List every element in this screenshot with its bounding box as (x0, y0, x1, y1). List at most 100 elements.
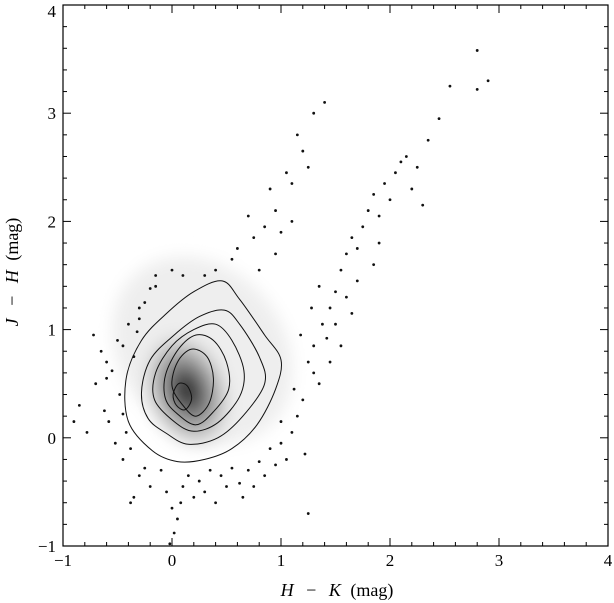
scatter-point (72, 420, 76, 423)
scatter-point (154, 274, 158, 277)
scatter-point (121, 458, 125, 461)
scatter-point (113, 441, 117, 445)
scatter-point (279, 420, 283, 423)
contour-level-2 (140, 309, 267, 445)
scatter-point (246, 214, 250, 218)
y-tick-label: 3 (48, 104, 57, 123)
scatter-point (238, 481, 241, 485)
scatter-point (121, 344, 125, 348)
scatter-point (92, 333, 95, 337)
scatter-point (437, 117, 441, 121)
scatter-point (350, 311, 354, 315)
scatter-point (179, 501, 183, 505)
scatter-point (312, 344, 316, 348)
scatter-point (290, 430, 294, 434)
scatter-point (274, 252, 277, 256)
scatter-point (372, 263, 376, 267)
scatter-point (181, 274, 185, 277)
scatter-point (421, 203, 425, 207)
scatter-point (321, 322, 324, 326)
contour-level-6 (172, 382, 193, 411)
scatter-point (236, 247, 239, 250)
contour-level-5 (171, 348, 214, 417)
scatter-point (377, 214, 381, 218)
density-shading (112, 256, 293, 452)
scatter-point (323, 100, 326, 104)
y-tick-label: −1 (38, 537, 56, 556)
x-tick-label: 0 (168, 551, 177, 570)
y-tick-label: 4 (48, 2, 57, 21)
scatter-point (317, 382, 321, 386)
x-axis-label-var2: K (328, 580, 342, 600)
scatter-point (274, 463, 277, 467)
scatter-point (99, 349, 103, 353)
scatter-point (290, 182, 294, 185)
scatter-point (116, 339, 119, 342)
contour-level-4 (163, 334, 231, 426)
scatter-point (143, 466, 147, 470)
scatter-point (328, 306, 332, 310)
y-axis-label-var2: H (2, 269, 22, 284)
x-axis-label-unit: (mag) (350, 580, 393, 601)
scatter-point (135, 330, 139, 334)
y-tick-label: 0 (48, 429, 57, 448)
scatter-point (317, 284, 321, 288)
y-axis-label-unit: (mag) (2, 218, 23, 261)
scatter-point (170, 506, 174, 510)
scatter-point (306, 512, 310, 515)
scatter-point (274, 209, 277, 212)
scatter-point (257, 268, 261, 272)
scatter-point (107, 420, 111, 423)
scatter-point (355, 247, 359, 250)
y-tick-label: 2 (48, 212, 57, 231)
scatter-point (475, 49, 479, 52)
scatter-point (345, 252, 348, 256)
scatter-point (295, 414, 299, 418)
y-axis-label-sep: − (2, 296, 22, 306)
scatter-point (124, 430, 128, 434)
scatter-point (257, 460, 261, 464)
scatter-point (85, 430, 89, 434)
scatter-point (94, 382, 98, 386)
scatter-point (303, 452, 307, 456)
scatter-point (394, 171, 397, 175)
contour-level-3 (152, 323, 245, 432)
scatter-point (105, 376, 108, 380)
scatter-point (154, 284, 158, 288)
scatter-point (230, 466, 234, 470)
scatter-point (279, 441, 283, 445)
scatter-point (292, 387, 296, 391)
y-axis-label: J − H (mag) (2, 218, 23, 327)
scatter-point (312, 371, 316, 375)
scatter-point (263, 225, 267, 229)
scatter-point (165, 490, 168, 494)
scatter-point (366, 209, 370, 212)
scatter-point (181, 485, 185, 488)
scatter-point (301, 149, 305, 153)
scatter-point (268, 187, 272, 191)
scatter-point (290, 220, 294, 223)
y-tick-label: 1 (48, 321, 57, 340)
scatter-point (410, 187, 414, 191)
scatter-point (214, 501, 218, 505)
scatter-point (345, 295, 348, 299)
scatter-point (355, 279, 359, 283)
y-axis-label-var1: J (2, 317, 22, 326)
scatter-point (404, 155, 408, 158)
scatter-point (475, 87, 479, 91)
density-core (141, 329, 234, 452)
scatter-point (383, 182, 386, 185)
scatter-point (132, 355, 136, 359)
scatter-point (208, 468, 212, 472)
scatter-point (143, 301, 147, 304)
scatter-point (399, 160, 403, 164)
scatter-point (241, 495, 245, 499)
scatter-point (192, 495, 196, 499)
x-axis-label: H − K (mag) (280, 580, 394, 601)
scatter-point (306, 165, 310, 169)
scatter-point (105, 360, 108, 364)
scatter-point (448, 84, 452, 88)
scatter-point (186, 474, 190, 478)
scatter-point (118, 393, 122, 396)
